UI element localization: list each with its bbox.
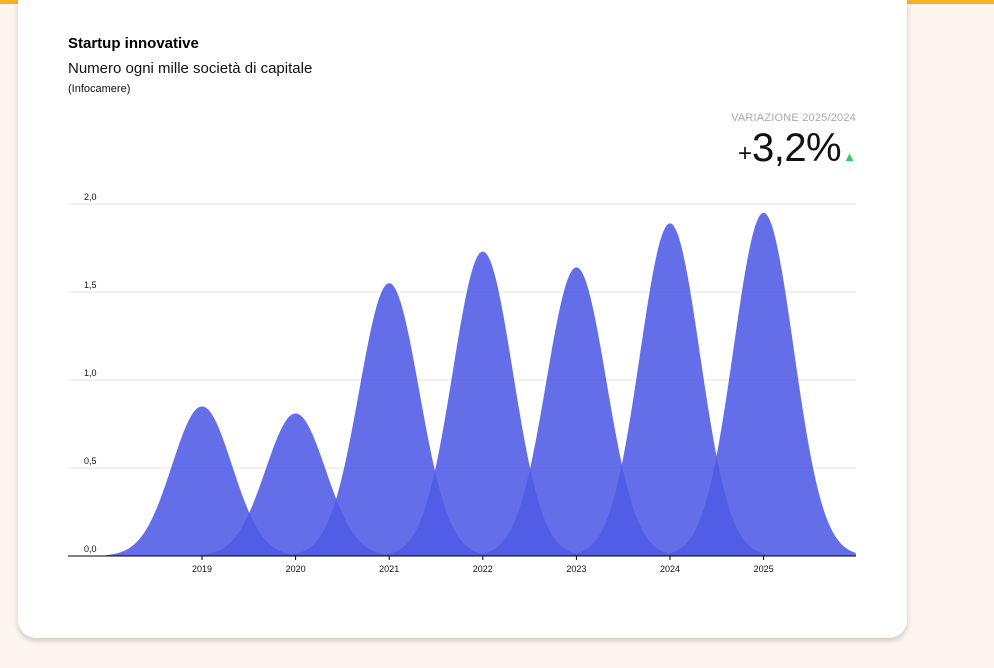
y-tick-label: 1,0 (84, 368, 97, 378)
chart-source: (Infocamere) (68, 83, 131, 95)
chart-subtitle: Numero ogni mille società di capitale (68, 60, 313, 77)
x-tick-label: 2022 (473, 564, 493, 574)
variation-sign: + (737, 140, 752, 167)
x-tick-label: 2021 (379, 564, 399, 574)
y-tick-label: 2,0 (84, 192, 97, 202)
y-tick-label: 0,0 (84, 544, 97, 554)
x-tick-label: 2025 (754, 564, 774, 574)
variation-number: 3,2% (751, 126, 842, 170)
y-tick-label: 1,5 (84, 280, 97, 290)
x-tick-label: 2024 (660, 564, 680, 574)
variation-label: VARIAZIONE 2025/2024 (731, 112, 856, 124)
x-tick-label: 2023 (566, 564, 586, 574)
x-tick-label: 2019 (192, 564, 212, 574)
chart-title: Startup innovative (68, 35, 199, 52)
x-tick-label: 2020 (286, 564, 306, 574)
up-arrow-icon: ▲ (843, 149, 856, 164)
series-areas (106, 212, 856, 557)
y-tick-label: 0,5 (84, 456, 97, 466)
variation-value: + 3,2% ▲ (738, 126, 856, 171)
area-peak-2025 (667, 212, 856, 557)
